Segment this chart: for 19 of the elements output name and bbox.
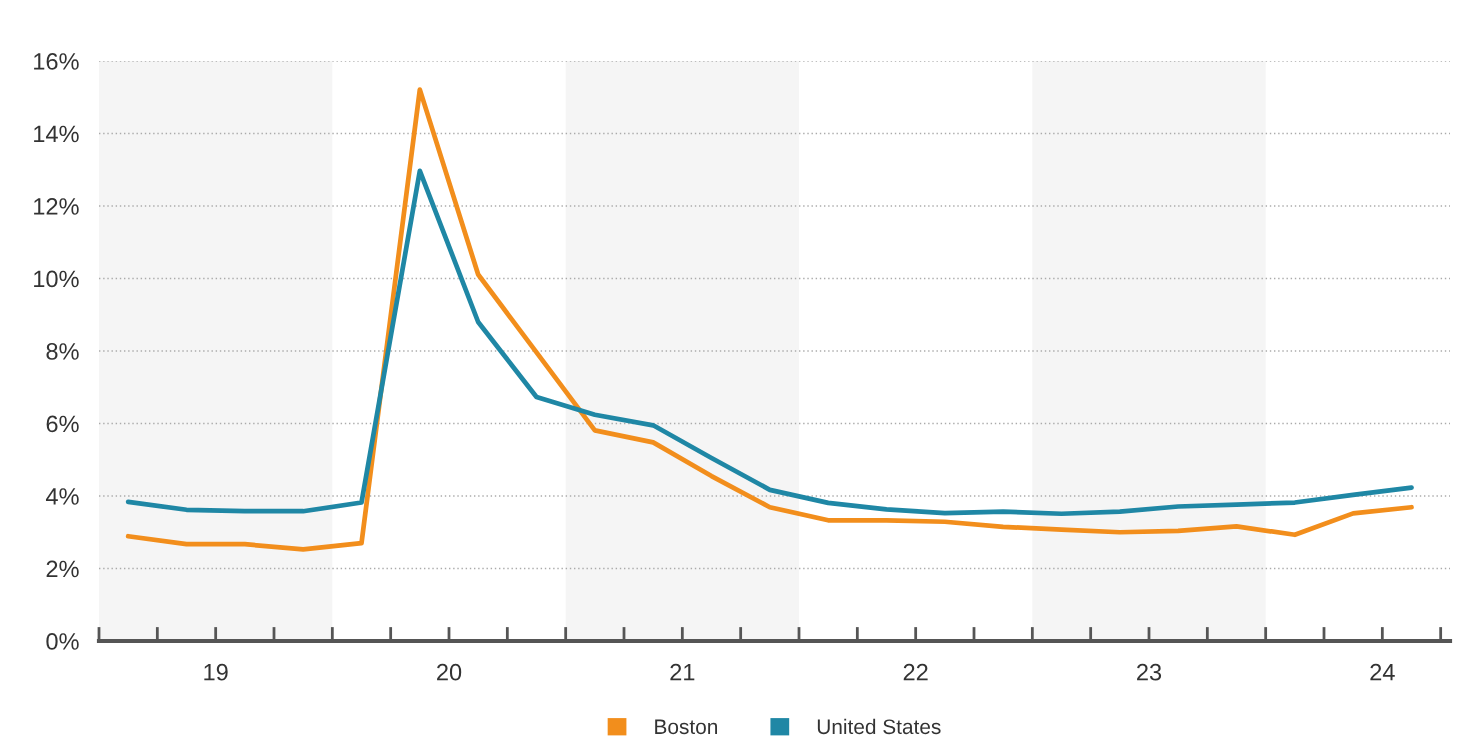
x-tick-label: 20 [437, 663, 462, 681]
line-series [125, 168, 1414, 517]
x-tick-label: 19 [204, 663, 228, 681]
legend-label: United States [817, 718, 941, 735]
y-tick-label: 6% [46, 415, 79, 433]
legend-label: Boston [655, 719, 718, 735]
x-tick-label: 22 [903, 663, 928, 681]
y-tick-label: 0% [46, 633, 79, 650]
y-tick-label: 14% [34, 125, 79, 143]
y-tick-label: 12% [34, 198, 79, 215]
x-tick-label: 23 [1137, 663, 1162, 681]
y-tick-label: 2% [46, 560, 79, 578]
line-series [125, 87, 1414, 552]
y-tick-label: 16% [34, 53, 79, 70]
y-tick-label: 8% [46, 343, 79, 360]
x-tick-label: 24 [1370, 663, 1395, 681]
x-tick-label: 21 [670, 663, 695, 681]
y-tick-label: 4% [45, 488, 79, 505]
y-tick-label: 10% [34, 270, 79, 288]
